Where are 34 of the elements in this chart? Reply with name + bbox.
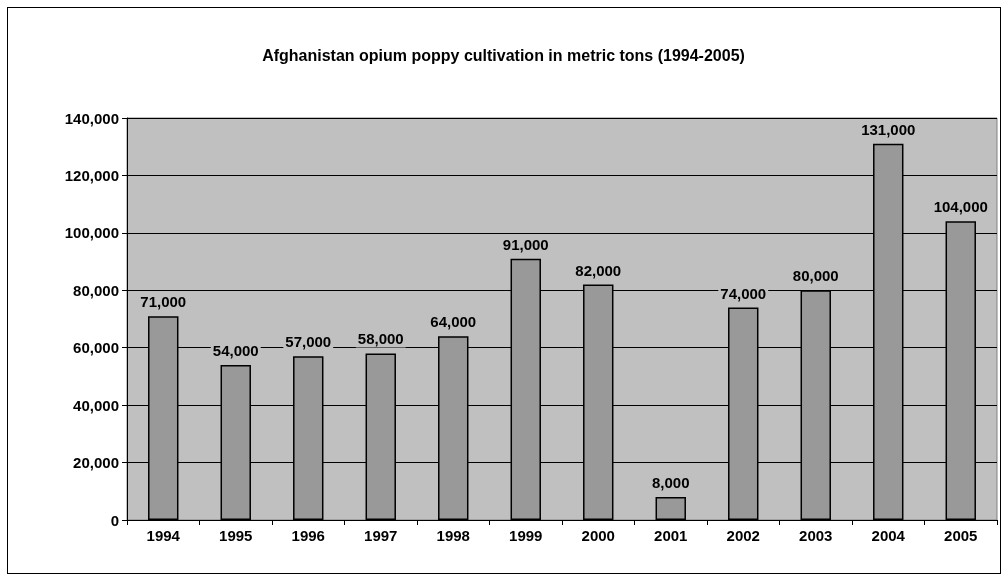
x-tick-label: 1995 xyxy=(219,527,253,544)
y-tick-label: 100,000 xyxy=(64,224,119,242)
x-tick-label: 1998 xyxy=(436,527,470,544)
x-tick-label: 2001 xyxy=(654,527,688,544)
y-tick-label: 40,000 xyxy=(73,396,119,414)
y-tick-label: 140,000 xyxy=(64,109,119,127)
y-tick-label: 20,000 xyxy=(73,454,119,472)
data-label: 91,000 xyxy=(502,235,549,253)
data-label: 57,000 xyxy=(285,333,332,351)
x-tick-label: 2003 xyxy=(799,527,833,544)
x-tick-label: 1996 xyxy=(291,527,325,544)
data-label: 58,000 xyxy=(357,330,404,348)
y-tick-label: 120,000 xyxy=(64,166,119,184)
y-tick-label: 0 xyxy=(110,511,119,529)
x-tick-label: 2004 xyxy=(871,527,906,544)
x-tick-label: 1997 xyxy=(364,527,398,544)
x-tick-label: 1994 xyxy=(146,527,181,544)
data-label: 80,000 xyxy=(792,267,839,285)
x-tick-label: 2005 xyxy=(944,527,978,544)
data-label: 8,000 xyxy=(651,474,690,492)
data-label: 71,000 xyxy=(140,293,187,311)
data-label: 64,000 xyxy=(430,313,477,331)
data-label: 104,000 xyxy=(933,198,988,216)
data-label: 131,000 xyxy=(861,120,916,138)
x-tick-label: 2000 xyxy=(581,527,615,544)
y-tick-label: 80,000 xyxy=(73,281,119,299)
data-label: 54,000 xyxy=(212,341,259,359)
chart-title: Afghanistan opium poppy cultivation in metric tons (1994-2005) xyxy=(262,46,745,64)
y-tick-label: 60,000 xyxy=(73,339,119,357)
bar xyxy=(655,497,686,520)
data-label: 82,000 xyxy=(575,261,622,279)
x-tick-label: 2002 xyxy=(726,527,760,544)
data-label: 74,000 xyxy=(720,284,767,302)
x-tick-label: 1999 xyxy=(509,527,543,544)
